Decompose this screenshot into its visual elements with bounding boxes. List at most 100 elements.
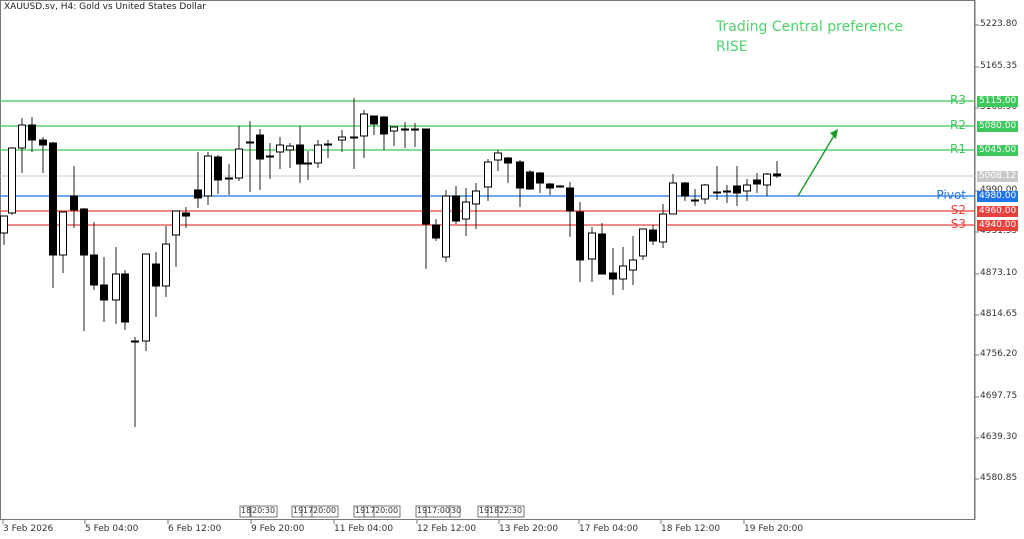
bullish-candle[interactable] xyxy=(556,185,564,188)
trading-central-preference: Trading Central preference RISE xyxy=(716,17,903,57)
bearish-candle[interactable] xyxy=(576,211,584,261)
session-tag-box xyxy=(373,505,401,518)
bearish-candle[interactable] xyxy=(526,171,534,190)
session-tag-box xyxy=(239,505,251,518)
bearish-candle[interactable] xyxy=(504,157,512,164)
bearish-candle[interactable] xyxy=(401,128,409,131)
bullish-candle[interactable] xyxy=(112,273,120,301)
time-axis-label: 13 Feb 20:00 xyxy=(499,524,559,534)
session-tag-box xyxy=(449,505,461,518)
session-tag-box xyxy=(497,505,525,518)
level-label-r3: R3 xyxy=(950,93,966,107)
bearish-candle[interactable] xyxy=(681,182,689,197)
bullish-candle[interactable] xyxy=(472,190,480,205)
level-price-tag-r3: 5115.00 xyxy=(977,96,1019,107)
bearish-candle[interactable] xyxy=(649,229,657,242)
bullish-candle[interactable] xyxy=(276,144,284,153)
bullish-candle[interactable] xyxy=(172,210,180,236)
level-label-pivot: Pivot xyxy=(936,188,966,202)
bearish-candle[interactable] xyxy=(598,233,606,275)
bearish-candle[interactable] xyxy=(753,179,761,185)
bullish-candle[interactable] xyxy=(18,124,26,149)
bearish-candle[interactable] xyxy=(100,284,108,301)
bearish-candle[interactable] xyxy=(546,183,554,189)
bullish-candle[interactable] xyxy=(390,126,398,132)
bearish-candle[interactable] xyxy=(80,208,88,256)
bullish-candle[interactable] xyxy=(442,195,450,258)
bullish-candle[interactable] xyxy=(0,215,8,234)
chart-title: XAUUSD.sv, H4: Gold vs United States Dol… xyxy=(4,2,207,12)
bearish-candle[interactable] xyxy=(536,172,544,184)
bullish-candle[interactable] xyxy=(701,184,709,200)
bearish-candle[interactable] xyxy=(256,134,264,160)
bearish-candle[interactable] xyxy=(90,254,98,286)
bullish-candle[interactable] xyxy=(629,259,637,271)
bearish-candle[interactable] xyxy=(370,115,378,125)
bullish-candle[interactable] xyxy=(162,243,170,287)
bearish-candle[interactable] xyxy=(296,144,304,165)
level-label-s3: S3 xyxy=(950,217,966,231)
price-axis-label: 4756.20 xyxy=(980,349,1018,359)
bullish-candle[interactable] xyxy=(494,152,502,161)
bearish-candle[interactable] xyxy=(350,136,358,139)
bearish-candle[interactable] xyxy=(452,195,460,222)
bearish-candle[interactable] xyxy=(713,191,721,194)
preference-direction: RISE xyxy=(716,39,748,55)
bearish-candle[interactable] xyxy=(324,143,332,146)
bullish-candle[interactable] xyxy=(314,144,322,164)
price-axis-label: 4697.75 xyxy=(980,391,1018,401)
bullish-candle[interactable] xyxy=(743,184,751,192)
bearish-candle[interactable] xyxy=(304,162,312,165)
bearish-candle[interactable] xyxy=(121,273,129,323)
bearish-candle[interactable] xyxy=(152,263,160,287)
bearish-candle[interactable] xyxy=(194,189,202,199)
bullish-candle[interactable] xyxy=(142,253,150,342)
time-axis-label: 11 Feb 04:00 xyxy=(334,524,394,534)
price-axis-label: 5165.35 xyxy=(980,61,1018,71)
bearish-candle[interactable] xyxy=(516,161,524,189)
bullish-candle[interactable] xyxy=(8,147,16,214)
bearish-candle[interactable] xyxy=(214,156,222,181)
bearish-candle[interactable] xyxy=(566,187,574,212)
bearish-candle[interactable] xyxy=(422,128,430,225)
bearish-candle[interactable] xyxy=(131,340,139,343)
bearish-candle[interactable] xyxy=(28,124,36,141)
session-tag-label: 20:30 xyxy=(252,506,276,515)
bullish-candle[interactable] xyxy=(462,201,470,220)
bullish-candle[interactable] xyxy=(411,128,419,131)
bullish-candle[interactable] xyxy=(204,155,212,197)
bearish-candle[interactable] xyxy=(733,185,741,194)
bullish-candle[interactable] xyxy=(59,211,67,256)
level-price-tag-pivot: 4980.00 xyxy=(977,191,1019,202)
time-axis-label: 17 Feb 04:00 xyxy=(579,524,639,534)
bullish-candle[interactable] xyxy=(484,161,492,188)
bullish-candle[interactable] xyxy=(338,136,346,141)
session-tag-label: 20:00 xyxy=(313,506,337,515)
bullish-candle[interactable] xyxy=(286,145,294,151)
bearish-candle[interactable] xyxy=(49,142,57,256)
level-price-tag-r1: 5045.00 xyxy=(977,145,1019,156)
bearish-candle[interactable] xyxy=(773,173,781,177)
bearish-candle[interactable] xyxy=(609,272,617,280)
bearish-candle[interactable] xyxy=(723,190,731,193)
bearish-candle[interactable] xyxy=(266,155,274,158)
bullish-candle[interactable] xyxy=(619,265,627,280)
bullish-candle[interactable] xyxy=(669,182,677,215)
bearish-candle[interactable] xyxy=(380,116,388,135)
bullish-candle[interactable] xyxy=(639,228,647,257)
bullish-candle[interactable] xyxy=(763,173,771,186)
bullish-candle[interactable] xyxy=(246,141,254,144)
bearish-candle[interactable] xyxy=(182,212,190,217)
bearish-candle[interactable] xyxy=(691,199,699,202)
session-tag-label: 17 xyxy=(303,506,314,515)
bullish-candle[interactable] xyxy=(588,232,596,260)
bullish-candle[interactable] xyxy=(360,113,368,137)
bearish-candle[interactable] xyxy=(70,195,78,211)
bearish-candle[interactable] xyxy=(432,224,440,239)
bullish-candle[interactable] xyxy=(659,213,667,243)
bullish-candle[interactable] xyxy=(235,148,243,179)
session-tag-label: 19 xyxy=(293,506,304,515)
bearish-candle[interactable] xyxy=(225,177,233,180)
bearish-candle[interactable] xyxy=(39,139,47,146)
